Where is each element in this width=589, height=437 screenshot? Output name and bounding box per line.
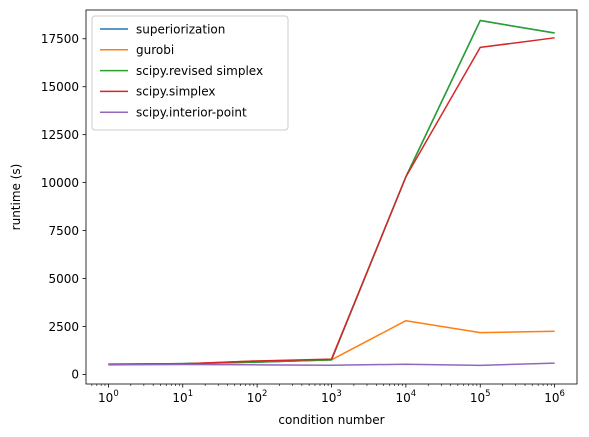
y-tick-label: 7500 — [48, 224, 79, 238]
x-tick-exponent: 5 — [485, 389, 490, 399]
x-tick-exponent: 1 — [188, 389, 193, 399]
series-line-4 — [108, 362, 555, 367]
x-tick-exponent: 6 — [560, 389, 565, 399]
x-tick-base: 10 — [470, 391, 485, 405]
legend-label-1: gurobi — [136, 43, 174, 57]
y-tick-label: 17500 — [41, 32, 79, 46]
x-tick-base: 10 — [247, 391, 262, 405]
x-tick-exponent: 3 — [336, 389, 341, 399]
legend-label-2: scipy.revised simplex — [136, 64, 263, 78]
y-tick-label: 10000 — [41, 176, 79, 190]
x-tick-exponent: 0 — [113, 389, 118, 399]
x-tick-base: 10 — [396, 391, 411, 405]
legend-label-3: scipy.simplex — [136, 85, 216, 99]
x-tick-label: 105 — [470, 389, 491, 405]
x-axis-label: condition number — [278, 413, 384, 427]
y-axis-label: runtime (s) — [9, 164, 23, 231]
legend-label-0: superiorization — [136, 22, 225, 36]
x-tick-label: 103 — [321, 389, 342, 405]
x-axis-ticks: 100 101 102 103 104 105 106 — [91, 384, 565, 405]
x-tick-exponent: 4 — [411, 389, 416, 399]
y-axis-ticks: 0 2500 5000 7500 10000 12500 15000 17500 — [41, 32, 86, 382]
x-tick-base: 10 — [172, 391, 187, 405]
x-tick-base: 10 — [321, 391, 336, 405]
x-tick-label: 101 — [172, 389, 193, 405]
x-tick-label: 102 — [247, 389, 268, 405]
x-tick-base: 10 — [98, 391, 113, 405]
y-tick-label: 0 — [71, 368, 79, 382]
legend: superiorization gurobi scipy.revised simpl… — [91, 15, 289, 131]
legend-box — [91, 15, 289, 131]
plot-frame — [85, 9, 578, 385]
series-layer — [108, 19, 555, 367]
x-tick-base: 10 — [544, 391, 559, 405]
x-tick-exponent: 2 — [262, 389, 267, 399]
x-tick-label: 100 — [98, 389, 119, 405]
legend-label-4: scipy.interior-point — [136, 106, 247, 120]
x-tick-label: 106 — [544, 389, 565, 405]
y-tick-label: 2500 — [48, 320, 79, 334]
x-tick-label: 104 — [396, 389, 417, 405]
y-tick-label: 12500 — [41, 128, 79, 142]
y-tick-label: 15000 — [41, 80, 79, 94]
y-tick-label: 5000 — [48, 272, 79, 286]
